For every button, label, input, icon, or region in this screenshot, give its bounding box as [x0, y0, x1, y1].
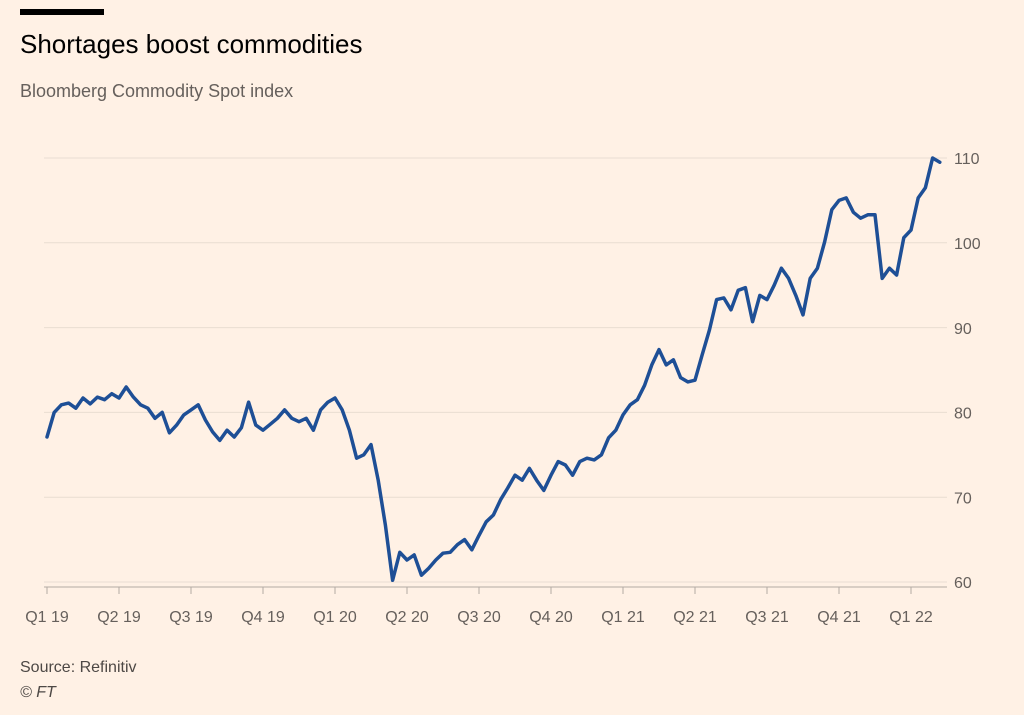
x-tick-label: Q3 20 [457, 609, 501, 626]
y-tick-label: 110 [954, 151, 980, 168]
title-bar [20, 9, 104, 15]
y-tick-label: 100 [954, 236, 981, 253]
x-tick-label: Q2 19 [97, 609, 141, 626]
credit: © FT [20, 684, 57, 701]
x-tick-label: Q1 21 [601, 609, 645, 626]
x-tick-label: Q4 21 [817, 609, 861, 626]
series-line [45, 156, 942, 583]
x-tick-label: Q1 22 [889, 609, 933, 626]
y-tick-label: 70 [954, 490, 972, 507]
x-tick-label: Q2 21 [673, 609, 717, 626]
x-tick-label: Q2 20 [385, 609, 429, 626]
x-tick-label: Q1 20 [313, 609, 357, 626]
y-tick-label: 60 [954, 575, 972, 592]
x-tick-label: Q4 19 [241, 609, 285, 626]
chart-subtitle: Bloomberg Commodity Spot index [20, 81, 293, 101]
chart-title: Shortages boost commodities [20, 29, 363, 59]
x-tick-label: Q3 19 [169, 609, 213, 626]
x-tick-label: Q3 21 [745, 609, 789, 626]
x-tick-label: Q4 20 [529, 609, 573, 626]
source: Source: Refinitiv [20, 659, 137, 676]
y-tick-label: 90 [954, 321, 972, 338]
y-tick-label: 80 [954, 406, 972, 423]
x-tick-label: Q1 19 [25, 609, 69, 626]
